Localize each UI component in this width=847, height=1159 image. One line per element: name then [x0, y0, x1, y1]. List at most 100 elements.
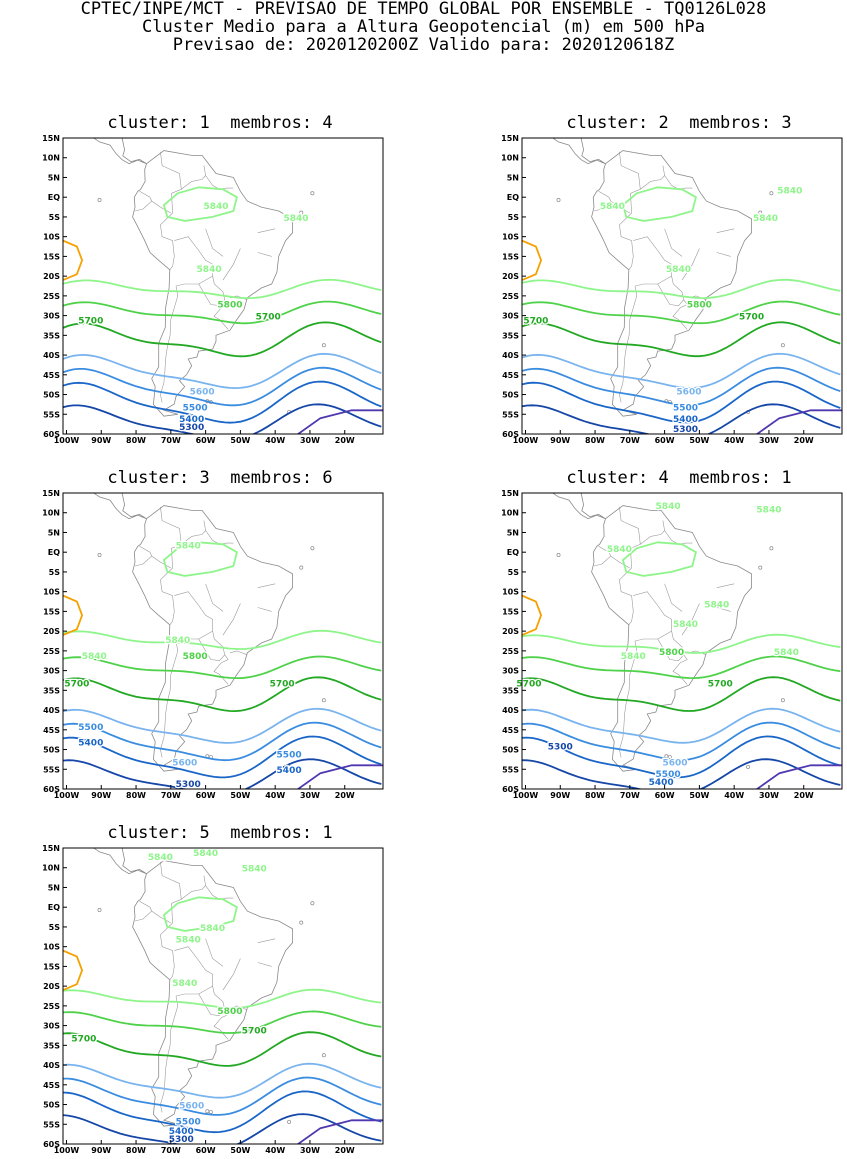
latitude-tick-label: 40S [502, 706, 519, 715]
continent-outlines [552, 493, 785, 772]
contour-label: 5800 [659, 648, 684, 658]
cluster-number: 5 [199, 823, 210, 843]
latitude-tick-label: 10S [43, 233, 60, 242]
contour-label: 5840 [200, 924, 225, 934]
map-panel-cluster-3: cluster: 3 membros: 6 5840 5840 5840 5800 57… [42, 468, 385, 800]
latitude-tick-label: 5N [507, 173, 519, 182]
latitude-tick-label: 10N [42, 154, 60, 163]
contour-label: 5840 [284, 214, 309, 224]
contour-label: 5400 [649, 778, 674, 788]
longitude-tick-label: 100W [513, 791, 539, 800]
contour-label: 5600 [179, 1101, 204, 1111]
map-frame [521, 137, 843, 435]
longitude-tick-label: 50W [689, 791, 709, 800]
contour-label: 5700 [78, 316, 103, 326]
geopotential-contours [522, 541, 842, 789]
latitude-tick-label: 55S [502, 410, 519, 419]
latitude-tick-label: 60S [502, 785, 519, 794]
latitude-tick-label: 45S [43, 371, 60, 380]
latitude-tick-label: 15N [42, 844, 60, 853]
longitude-tick-label: 80W [126, 436, 146, 445]
figure-header: CPTEC/INPE/MCT - PREVISAO DE TEMPO GLOBA… [0, 0, 847, 54]
latitude-tick-label: 5N [507, 528, 519, 537]
cluster-number: 2 [658, 113, 669, 133]
latitude-tick-label: 10S [502, 233, 519, 242]
longitude-tick-label: 80W [126, 1146, 146, 1155]
latitude-tick-label: 30S [502, 667, 519, 676]
contour-labels: 5840 5840 5840 5840 5800 5700 5700 5600 5500 5400… [522, 185, 803, 436]
latitude-tick-label: EQ [507, 193, 519, 202]
longitude-axis: 100W 90W 80W 70W 60W 50W 40W 30W 20W [54, 430, 355, 445]
latitude-tick-label: 60S [43, 785, 60, 794]
contour-labels: 5840 5840 5840 5840 5840 5840 5840 5800 5700 5700… [515, 501, 800, 790]
longitude-tick-label: 70W [161, 1146, 181, 1155]
longitude-tick-label: 80W [585, 791, 605, 800]
longitude-tick-label: 30W [300, 436, 320, 445]
latitude-tick-label: 15S [502, 252, 519, 261]
latitude-tick-label: 50S [502, 746, 519, 755]
longitude-tick-label: 20W [794, 791, 814, 800]
latitude-tick-label: 25S [502, 292, 519, 301]
latitude-tick-label: 5S [508, 213, 520, 222]
longitude-axis: 100W 90W 80W 70W 60W 50W 40W 30W 20W [513, 430, 814, 445]
header-line-3: Previsao de: 2020120200Z Valido para: 20… [172, 35, 675, 55]
longitude-tick-label: 70W [161, 436, 181, 445]
cluster-number: 4 [658, 468, 669, 488]
contour-label: 5500 [673, 403, 698, 413]
latitude-tick-label: 60S [43, 430, 60, 439]
contour-label: 5840 [673, 620, 698, 630]
latitude-tick-label: 45S [502, 371, 519, 380]
latitude-tick-label: EQ [48, 903, 60, 912]
latitude-tick-label: EQ [507, 548, 519, 557]
longitude-tick-label: 40W [724, 791, 744, 800]
contour-label: 5300 [169, 1135, 194, 1145]
contour-labels: 5840 584058405840584058405800570057005600… [70, 848, 268, 1147]
contour-label: 5600 [172, 758, 197, 768]
latitude-tick-label: 5S [49, 923, 61, 932]
continent-outlines [93, 848, 326, 1127]
geopotential-contours [63, 186, 383, 434]
contour-label: 5400 [673, 415, 698, 425]
latitude-tick-label: 55S [43, 1120, 60, 1129]
contour-label: 5700 [242, 1026, 267, 1036]
contour-label: 5840 [607, 545, 632, 555]
contour-label: 5840 [172, 979, 197, 989]
latitude-tick-label: 50S [43, 1101, 60, 1110]
longitude-tick-label: 100W [54, 1146, 80, 1155]
longitude-tick-label: 80W [585, 436, 605, 445]
latitude-tick-label: 50S [43, 391, 60, 400]
contour-label: 5400 [277, 766, 302, 776]
latitude-tick-label: 55S [502, 765, 519, 774]
map-frame [62, 137, 384, 435]
latitude-axis: 15N 10N 5N EQ 5S 10S 15S 20S 25S 30S 35S 40S 45S 50S 5… [42, 134, 67, 439]
panel-title: cluster: 1 membros: 4 [107, 113, 333, 133]
longitude-axis: 100W 90W 80W 70W 60W 50W 40W 30W 20W [54, 1140, 355, 1155]
latitude-tick-label: 5S [49, 213, 61, 222]
contour-label: 5840 [756, 506, 781, 516]
contour-label: 5700 [64, 679, 89, 689]
latitude-tick-label: 10S [502, 588, 519, 597]
latitude-tick-label: 20S [43, 272, 60, 281]
longitude-tick-label: 30W [300, 791, 320, 800]
contour-label: 5700 [523, 316, 548, 326]
contour-label: 5840 [82, 652, 107, 662]
latitude-tick-label: 40S [43, 706, 60, 715]
latitude-axis: 15N 10N 5N EQ 5S 10S 15S 20S 25S 30S 35S 40S 45S 50S 5… [501, 489, 526, 794]
contour-label: 5840 [774, 648, 799, 658]
panel-title: cluster: 3 membros: 6 [107, 468, 333, 488]
latitude-axis: 15N 10N 5N EQ 5S 10S 15S 20S 25S 30S 35S 40S 45S 50S 5… [501, 134, 526, 439]
latitude-tick-label: 25S [43, 292, 60, 301]
contour-label: 5840 [621, 652, 646, 662]
latitude-tick-label: 5S [49, 568, 61, 577]
geopotential-contours [63, 541, 383, 789]
latitude-tick-label: 10N [42, 509, 60, 518]
latitude-tick-label: 40S [43, 1061, 60, 1070]
latitude-tick-label: EQ [48, 193, 60, 202]
latitude-tick-label: 5N [48, 528, 60, 537]
latitude-axis: 15N 10N 5N EQ 5S 10S 15S 20S 25S 30S 35S 40S 45S 50S 5… [42, 844, 67, 1149]
longitude-tick-label: 40W [265, 791, 285, 800]
longitude-tick-label: 90W [91, 1146, 111, 1155]
latitude-tick-label: 15N [501, 489, 519, 498]
contour-label: 5400 [179, 415, 204, 425]
latitude-tick-label: 20S [43, 627, 60, 636]
